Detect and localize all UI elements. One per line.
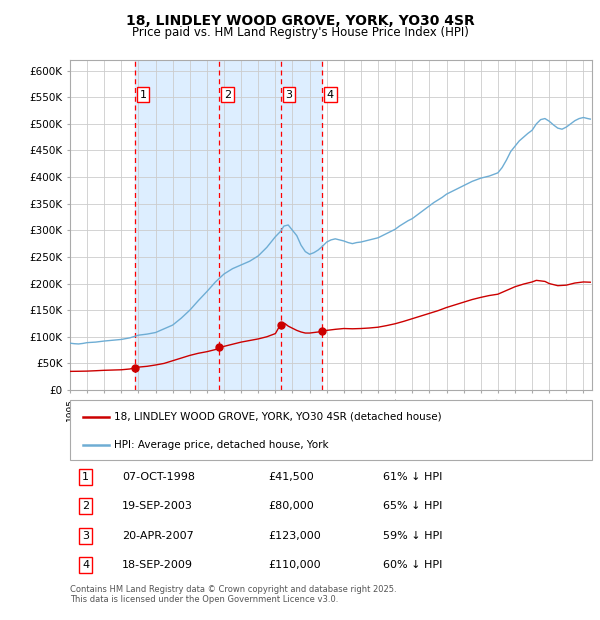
Text: Price paid vs. HM Land Registry's House Price Index (HPI): Price paid vs. HM Land Registry's House … — [131, 26, 469, 39]
Text: 1: 1 — [140, 90, 146, 100]
Text: 3: 3 — [82, 531, 89, 541]
Text: 1: 1 — [82, 472, 89, 482]
Text: HPI: Average price, detached house, York: HPI: Average price, detached house, York — [115, 440, 329, 450]
Text: 61% ↓ HPI: 61% ↓ HPI — [383, 472, 443, 482]
Text: £41,500: £41,500 — [268, 472, 314, 482]
Text: 20-APR-2007: 20-APR-2007 — [122, 531, 194, 541]
Text: 18-SEP-2009: 18-SEP-2009 — [122, 560, 193, 570]
Text: 59% ↓ HPI: 59% ↓ HPI — [383, 531, 443, 541]
Text: 4: 4 — [327, 90, 334, 100]
FancyBboxPatch shape — [70, 400, 592, 460]
Text: 2: 2 — [224, 90, 232, 100]
Text: 3: 3 — [286, 90, 293, 100]
Bar — [134, 60, 322, 390]
Text: 07-OCT-1998: 07-OCT-1998 — [122, 472, 195, 482]
Text: Contains HM Land Registry data © Crown copyright and database right 2025.
This d: Contains HM Land Registry data © Crown c… — [70, 585, 397, 604]
Text: 65% ↓ HPI: 65% ↓ HPI — [383, 501, 443, 512]
Text: £123,000: £123,000 — [268, 531, 321, 541]
Text: 18, LINDLEY WOOD GROVE, YORK, YO30 4SR: 18, LINDLEY WOOD GROVE, YORK, YO30 4SR — [125, 14, 475, 28]
Text: £110,000: £110,000 — [268, 560, 321, 570]
Text: 18, LINDLEY WOOD GROVE, YORK, YO30 4SR (detached house): 18, LINDLEY WOOD GROVE, YORK, YO30 4SR (… — [115, 412, 442, 422]
Text: £80,000: £80,000 — [268, 501, 314, 512]
Text: 60% ↓ HPI: 60% ↓ HPI — [383, 560, 443, 570]
Text: 19-SEP-2003: 19-SEP-2003 — [122, 501, 193, 512]
Text: 2: 2 — [82, 501, 89, 512]
Text: 4: 4 — [82, 560, 89, 570]
